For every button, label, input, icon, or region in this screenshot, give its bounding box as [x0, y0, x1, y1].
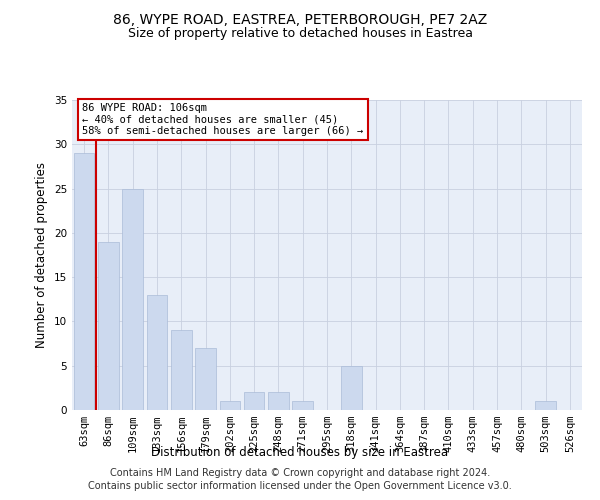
- Text: Contains public sector information licensed under the Open Government Licence v3: Contains public sector information licen…: [88, 481, 512, 491]
- Bar: [195, 348, 216, 410]
- Text: 86, WYPE ROAD, EASTREA, PETERBOROUGH, PE7 2AZ: 86, WYPE ROAD, EASTREA, PETERBOROUGH, PE…: [113, 12, 487, 26]
- Text: Size of property relative to detached houses in Eastrea: Size of property relative to detached ho…: [128, 28, 473, 40]
- Bar: [146, 295, 167, 410]
- Bar: [220, 401, 240, 410]
- Bar: [244, 392, 265, 410]
- Text: 86 WYPE ROAD: 106sqm
← 40% of detached houses are smaller (45)
58% of semi-detac: 86 WYPE ROAD: 106sqm ← 40% of detached h…: [82, 103, 364, 136]
- Bar: [122, 188, 143, 410]
- Bar: [98, 242, 119, 410]
- Y-axis label: Number of detached properties: Number of detached properties: [35, 162, 49, 348]
- Bar: [171, 330, 191, 410]
- Bar: [341, 366, 362, 410]
- Bar: [292, 401, 313, 410]
- Bar: [74, 153, 94, 410]
- Text: Distribution of detached houses by size in Eastrea: Distribution of detached houses by size …: [151, 446, 449, 459]
- Text: Contains HM Land Registry data © Crown copyright and database right 2024.: Contains HM Land Registry data © Crown c…: [110, 468, 490, 477]
- Bar: [268, 392, 289, 410]
- Bar: [535, 401, 556, 410]
